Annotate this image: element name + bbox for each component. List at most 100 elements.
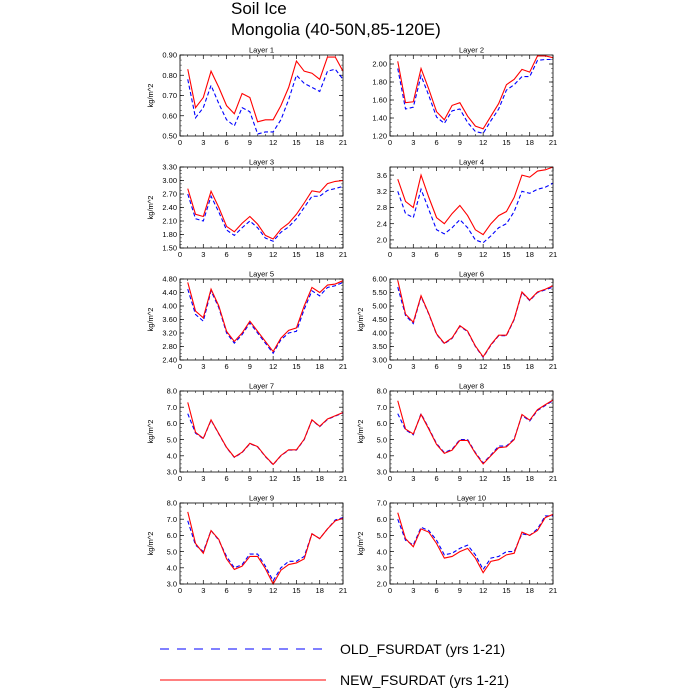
x-tick-label: 9 <box>248 138 252 147</box>
x-tick-label: 0 <box>178 586 182 595</box>
x-tick-label: 21 <box>339 362 347 371</box>
x-tick-label: 18 <box>526 250 534 259</box>
legend-label-new: NEW_FSURDAT (yrs 1-21) <box>340 672 509 688</box>
x-tick-label: 21 <box>549 474 557 483</box>
x-tick-label: 15 <box>292 362 300 371</box>
panel-title: Layer 6 <box>459 270 484 279</box>
x-tick-label: 18 <box>316 474 324 483</box>
y-tick-label: 5.0 <box>377 435 387 444</box>
y-tick-label: 7.0 <box>167 515 177 524</box>
y-tick-label: 3.0 <box>377 468 387 477</box>
panel-layer-10: Layer 10 kg/m^2 0 3 6 9 12 15 18 21 2.0 3.0 4.0 5.0 6.… <box>356 494 557 596</box>
x-tick-label: 3 <box>201 586 205 595</box>
series-line-old <box>397 182 554 244</box>
legend: OLD_FSURDAT (yrs 1-21) NEW_FSURDAT (yrs 1… <box>160 641 509 688</box>
x-tick-label: 3 <box>411 362 415 371</box>
x-tick-label: 18 <box>316 586 324 595</box>
x-tick-label: 18 <box>316 362 324 371</box>
x-tick-label: 15 <box>502 474 510 483</box>
y-axis-label: kg/m^2 <box>146 308 155 332</box>
x-tick-label: 6 <box>434 138 438 147</box>
plot-frame <box>179 278 344 361</box>
x-tick-label: 15 <box>502 362 510 371</box>
x-tick-label: 15 <box>292 474 300 483</box>
y-tick-label: 0.90 <box>162 51 177 60</box>
y-tick-label: 4.00 <box>372 329 387 338</box>
y-tick-label: 2.10 <box>162 217 177 226</box>
y-tick-label: 2.8 <box>377 203 387 212</box>
y-tick-label: 2.80 <box>162 342 177 351</box>
x-tick-label: 9 <box>248 362 252 371</box>
series-line-old <box>187 185 344 242</box>
y-tick-label: 6.0 <box>377 515 387 524</box>
y-tick-label: 6.0 <box>167 531 177 540</box>
y-tick-label: 3.00 <box>372 356 387 365</box>
x-tick-label: 21 <box>549 250 557 259</box>
x-tick-label: 3 <box>411 138 415 147</box>
y-tick-label: 2.0 <box>377 580 387 589</box>
y-tick-label: 7.0 <box>377 499 387 508</box>
y-tick-label: 8.0 <box>377 387 387 396</box>
y-tick-label: 3.20 <box>162 329 177 338</box>
series-line-new <box>397 166 554 236</box>
x-tick-label: 0 <box>178 362 182 371</box>
y-tick-label: 3.2 <box>377 187 387 196</box>
x-tick-label: 6 <box>434 250 438 259</box>
chart-subtitle: Mongolia (40-50N,85-120E) <box>231 20 441 39</box>
y-tick-label: 2.00 <box>372 60 387 69</box>
x-tick-label: 18 <box>316 250 324 259</box>
x-tick-label: 12 <box>269 474 277 483</box>
x-tick-label: 9 <box>458 250 462 259</box>
x-tick-label: 9 <box>248 474 252 483</box>
x-tick-label: 0 <box>178 474 182 483</box>
y-tick-label: 5.0 <box>377 531 387 540</box>
series-line-new <box>397 55 554 130</box>
x-tick-label: 21 <box>549 362 557 371</box>
plot-frame <box>389 54 554 137</box>
chart-title-block: Soil Ice Mongolia (40-50N,85-120E) <box>231 0 441 40</box>
panel-title: Layer 2 <box>459 46 484 55</box>
x-tick-label: 15 <box>292 250 300 259</box>
y-tick-label: 1.80 <box>372 78 387 87</box>
y-tick-label: 4.0 <box>167 452 177 461</box>
plot-frame <box>179 502 344 585</box>
y-tick-label: 0.60 <box>162 111 177 120</box>
x-tick-label: 6 <box>224 250 228 259</box>
panel-layer-3: Layer 3 kg/m^2 0 3 6 9 12 15 18 21 1.50 1.80 2.10 2.4… <box>146 158 347 260</box>
series-line-new <box>397 399 554 465</box>
y-axis-label: kg/m^2 <box>356 420 365 444</box>
series-line-new <box>187 56 344 123</box>
y-tick-label: 7.0 <box>167 403 177 412</box>
y-tick-label: 2.0 <box>377 236 387 245</box>
y-tick-label: 1.20 <box>372 132 387 141</box>
y-tick-label: 3.60 <box>162 315 177 324</box>
panel-layer-4: Layer 4 0 3 6 9 12 15 18 21 2.0 2.4 2.8 3.2 3.6 <box>377 158 558 260</box>
y-tick-label: 4.00 <box>162 302 177 311</box>
x-tick-label: 3 <box>411 586 415 595</box>
x-tick-label: 21 <box>339 250 347 259</box>
x-tick-label: 3 <box>201 362 205 371</box>
x-tick-label: 0 <box>388 250 392 259</box>
y-tick-label: 5.50 <box>372 288 387 297</box>
x-tick-label: 6 <box>224 138 228 147</box>
y-tick-label: 3.50 <box>372 342 387 351</box>
x-tick-label: 15 <box>292 138 300 147</box>
series-line-old <box>187 68 344 135</box>
x-tick-label: 3 <box>201 250 205 259</box>
y-tick-label: 2.40 <box>162 356 177 365</box>
x-tick-label: 3 <box>201 138 205 147</box>
series-line-new <box>187 179 344 240</box>
plot-frame <box>179 390 344 473</box>
y-tick-label: 3.0 <box>167 580 177 589</box>
plot-frame <box>389 390 554 473</box>
x-tick-label: 18 <box>526 474 534 483</box>
y-tick-label: 7.0 <box>377 403 387 412</box>
y-tick-label: 4.40 <box>162 288 177 297</box>
x-tick-label: 6 <box>434 586 438 595</box>
series-line-new <box>187 402 344 466</box>
y-tick-label: 6.00 <box>372 275 387 284</box>
plot-frame <box>179 54 344 137</box>
x-tick-label: 18 <box>526 138 534 147</box>
y-tick-label: 6.0 <box>377 419 387 428</box>
x-tick-label: 12 <box>269 250 277 259</box>
